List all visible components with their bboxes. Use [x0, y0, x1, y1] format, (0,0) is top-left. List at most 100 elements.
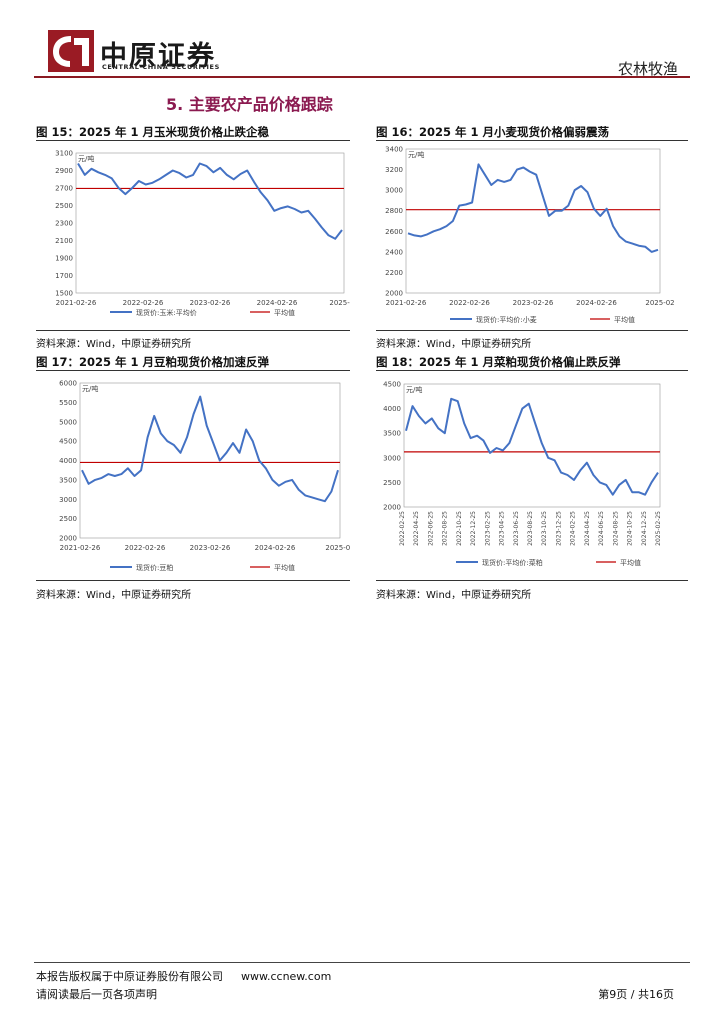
unit-label: 元/吨: [78, 154, 94, 163]
figure-18-source: 资料来源：Wind，中原证券研究所: [376, 590, 532, 601]
chart-rapeseed-meal-price: 元/吨 2000 2500 3000 3500 4000 4500 2022-02-25 202…: [383, 381, 662, 568]
x-tick-label: 2024-04-25: [584, 511, 591, 546]
plot-frame: [405, 148, 661, 294]
x-tick-label: 2023-02-25: [484, 511, 491, 546]
x-tick-label: 2023-06-25: [513, 511, 520, 546]
legend-average-label: 平均值: [620, 558, 641, 567]
x-tick-label: 2022-08-25: [442, 511, 449, 546]
footer-divider: [34, 962, 690, 963]
y-tick-label: 3000: [59, 496, 77, 504]
y-tick-label: 3500: [383, 430, 401, 438]
y-tick-label: 3000: [383, 454, 401, 462]
y-tick-label: 1500: [55, 290, 73, 298]
company-name-en: CENTRAL CHINA SECURITIES: [102, 63, 220, 71]
y-tick-label: 2900: [55, 167, 73, 175]
footer-disclaimer: 请阅读最后一页各项声明: [36, 988, 157, 1001]
plot-frame: [79, 382, 341, 539]
y-tick-label: 4500: [59, 438, 77, 446]
y-tick-label: 2000: [385, 290, 403, 298]
website-link[interactable]: www.ccnew.com: [241, 970, 332, 983]
x-tick-label: 2022-04-25: [413, 511, 420, 546]
x-tick-label: 2023-04-25: [499, 511, 506, 546]
y-tick-label: 2100: [55, 237, 73, 245]
x-tick-label: 2022-12-25: [470, 511, 477, 546]
legend-average-label: 平均值: [274, 563, 295, 572]
sector-label: 农林牧渔: [617, 60, 678, 78]
x-tick-label: 2022-02-26: [449, 299, 490, 307]
figure-18-title: 图 18：2025 年 1 月菜粕现货价格偏止跌反弹: [376, 355, 621, 369]
page-number: 第9页 / 共16页: [598, 988, 674, 1001]
figure-15-rule: [36, 140, 350, 141]
figure-17-bottom-rule: [36, 580, 350, 581]
x-tick-label: 2024-02-25: [570, 511, 577, 546]
x-tick-label: 2024-06-25: [598, 511, 605, 546]
figure-15-bottom-rule: [36, 330, 350, 331]
legend-average-label: 平均值: [614, 315, 635, 324]
figure-18-bottom-rule: [376, 580, 688, 581]
x-tick-label: 2025-02-25: [655, 511, 662, 546]
y-tick-label: 4500: [383, 381, 401, 389]
x-tick-label: 2025-02: [645, 299, 674, 307]
y-tick-label: 2800: [385, 207, 403, 215]
figure-15-title: 图 15：2025 年 1 月玉米现货价格止跌企稳: [36, 125, 270, 139]
y-tick-label: 1700: [55, 272, 73, 280]
y-tick-label: 2400: [385, 248, 403, 256]
y-tick-label: 4000: [383, 405, 401, 413]
x-tick-label: 2023-02-26: [190, 299, 231, 307]
legend-series-label: 现货价:平均价:小麦: [476, 315, 537, 324]
chart-soymeal-price: 元/吨 2000 2500 3000 3500 4000 4500 5000 5500 6000 2…: [59, 380, 350, 573]
x-tick-label: 2025-02: [329, 299, 350, 307]
figure-16-rule: [376, 140, 688, 141]
y-tick-label: 3400: [385, 146, 403, 154]
x-tick-label: 2022-06-25: [427, 511, 434, 546]
figure-16-source: 资料来源：Wind，中原证券研究所: [376, 339, 532, 350]
chart-corn-price: 元/吨 1500 1700 1900 2100 2300 2500 2700 2900 3100 2…: [55, 150, 350, 318]
x-tick-label: 2023-10-25: [541, 511, 548, 546]
header-divider: [34, 76, 690, 78]
unit-label: 元/吨: [408, 150, 424, 159]
x-tick-label: 2021-02-26: [60, 544, 101, 552]
figure-17-source: 资料来源：Wind，中原证券研究所: [36, 590, 192, 601]
y-tick-label: 3100: [55, 150, 73, 158]
x-tick-label: 2025-02: [325, 544, 350, 552]
x-tick-label: 2021-02-26: [386, 299, 427, 307]
x-tick-label: 2023-12-25: [555, 511, 562, 546]
y-tick-label: 6000: [59, 380, 77, 388]
y-tick-label: 3500: [59, 476, 77, 484]
figure-17-rule: [36, 370, 350, 371]
y-tick-label: 2200: [385, 269, 403, 277]
x-tick-label: 2024-02-26: [576, 299, 617, 307]
legend-average-label: 平均值: [274, 308, 295, 317]
y-tick-label: 2500: [55, 202, 73, 210]
figure-17-title: 图 17：2025 年 1 月豆粕现货价格加速反弹: [36, 355, 270, 369]
y-tick-label: 2700: [55, 185, 73, 193]
legend-series-label: 现货价:玉米:平均价: [136, 308, 197, 317]
figure-15-source: 资料来源：Wind，中原证券研究所: [36, 339, 192, 350]
legend-series-label: 现货价:平均价:菜粕: [482, 558, 543, 567]
plot-frame: [75, 152, 345, 294]
x-tick-label: 2024-02-26: [255, 544, 296, 552]
copyright-text: 本报告版权属于中原证券股份有限公司: [36, 970, 223, 983]
price-series-line: [405, 397, 659, 496]
price-series-line: [407, 163, 659, 253]
figure-16-bottom-rule: [376, 330, 688, 331]
x-tick-label: 2022-02-26: [125, 544, 166, 552]
figure-16-title: 图 16：2025 年 1 月小麦现货价格偏弱震荡: [376, 125, 610, 139]
x-tick-label: 2024-12-25: [641, 511, 648, 546]
y-tick-label: 3200: [385, 166, 403, 174]
y-tick-label: 5000: [59, 418, 77, 426]
unit-label: 元/吨: [406, 385, 422, 394]
plot-frame: [403, 383, 661, 508]
x-tick-label: 2023-02-26: [190, 544, 231, 552]
legend-series-label: 现货价:豆粕: [136, 563, 173, 572]
x-tick-label: 2022-02-25: [399, 511, 406, 546]
company-name-cn: 中原证券: [100, 41, 216, 72]
x-tick-label: 2024-02-26: [257, 299, 298, 307]
footer-copyright: 本报告版权属于中原证券股份有限公司 www.ccnew.com: [36, 968, 331, 984]
x-tick-label: 2024-10-25: [627, 511, 634, 546]
x-tick-label: 2023-02-26: [513, 299, 554, 307]
x-tick-label: 2023-08-25: [527, 511, 534, 546]
y-tick-label: 3000: [385, 187, 403, 195]
x-tick-label: 2022-02-26: [123, 299, 164, 307]
y-tick-label: 5500: [59, 399, 77, 407]
